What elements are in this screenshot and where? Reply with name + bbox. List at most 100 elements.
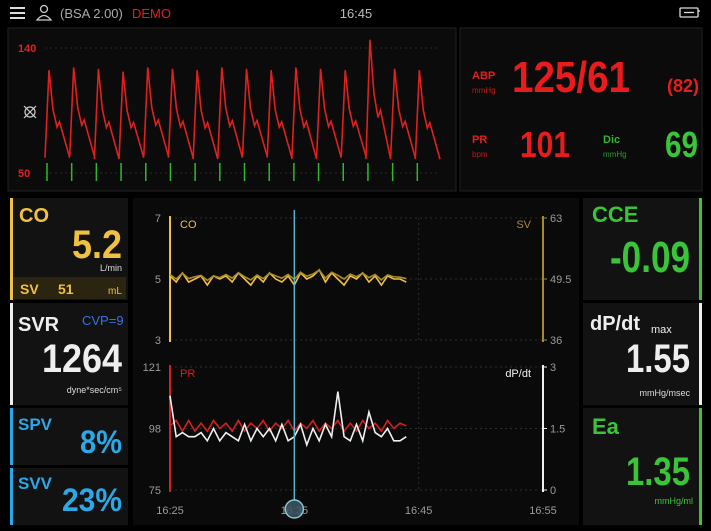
y-tick-label: 5 (155, 274, 161, 286)
trend-panel (133, 198, 579, 525)
alarm-off-icon[interactable] (23, 105, 37, 119)
tile-accent (10, 198, 13, 300)
tile-bg (10, 408, 128, 465)
series-label: SV (516, 219, 531, 231)
pressure-beat (68, 67, 96, 157)
tile-value: 1.35 (626, 450, 690, 494)
pressure-beat (389, 68, 417, 158)
battery-icon (679, 7, 700, 18)
sub-value: 51 (58, 281, 74, 297)
y-tick-label: 7 (155, 213, 161, 225)
x-tick-label: 16:25 (156, 505, 184, 517)
tile-label: Ea (592, 414, 620, 439)
pressure-beat (241, 68, 268, 157)
y2-tick-label: 36 (550, 335, 562, 347)
y2-tick-label: 1.5 (550, 424, 565, 436)
tile-accent (699, 408, 702, 525)
abp-label: ABP (472, 70, 495, 82)
patient-head (39, 4, 49, 14)
dic-unit: mmHg (603, 150, 627, 159)
tile-label: SVR (18, 314, 60, 336)
menu-button[interactable] (10, 7, 25, 19)
pressure-beat (365, 39, 392, 160)
patient-icon[interactable] (35, 4, 53, 21)
tile-accent (699, 198, 702, 300)
tile-accent (10, 468, 13, 525)
waveform-panel (7, 27, 457, 192)
wave-tick-label: 50 (18, 168, 30, 180)
x-tick-label: 16:55 (529, 505, 557, 517)
pressure-beat (192, 70, 219, 160)
y2-tick-label: 3 (550, 362, 556, 374)
clock: 16:45 (340, 6, 373, 21)
ea-tile[interactable]: Ea 1.35 mmHg/ml (583, 408, 702, 525)
pressure-beat (44, 70, 71, 158)
y2-tick-label: 49.5 (550, 274, 571, 286)
tile-bg (10, 468, 128, 525)
y2-tick-label: 0 (550, 485, 556, 497)
tile-bg (583, 198, 702, 300)
y-tick-label: 121 (143, 362, 161, 374)
trend-line (169, 268, 407, 282)
pressure-beat (118, 71, 145, 158)
trend-line (169, 391, 407, 448)
numerics-panel (459, 27, 703, 192)
alarm-cross (23, 105, 37, 119)
x-tick-label: 16:45 (405, 505, 433, 517)
tile-accent (10, 303, 13, 405)
dpdt-tile[interactable]: dP/dt max 1.55 mmHg/msec (583, 303, 702, 405)
cursor-handle[interactable] (284, 499, 305, 519)
tile-label-sub: max (651, 324, 672, 336)
wave-tick-label: 140 (18, 43, 36, 55)
trend-charts: 3 5 7 36 49.5 63 CO SV 75 98 121 0 1.5 3 PR dP/dt 16:25 1… (143, 210, 571, 519)
pressure-beat (93, 68, 120, 160)
svv-tile[interactable]: SVV 23% (10, 468, 128, 525)
tile-unit: dyne*sec/cm⁵ (67, 385, 123, 395)
abp-mean: (82) (667, 76, 699, 96)
pr-label: PR (472, 134, 487, 146)
tile-value: 23% (62, 482, 122, 518)
pressure-beat (266, 70, 293, 158)
tile-value: 5.2 (72, 223, 122, 267)
series-label: dP/dt (505, 368, 531, 380)
pr-value: 101 (520, 124, 570, 165)
sub-label: SV (20, 281, 39, 297)
tile-label: dP/dt (590, 313, 640, 335)
y-tick-label: 75 (149, 485, 161, 497)
tile-label: SPV (18, 415, 53, 434)
tile-label: SVV (18, 474, 53, 493)
sub-row-bg (14, 277, 126, 299)
pressure-beat (340, 70, 367, 157)
co-tile[interactable]: CO 5.2 L/min SV 51 mL (10, 198, 128, 300)
tile-unit: mmHg/msec (639, 388, 690, 398)
cce-tile[interactable]: CCE -0.09 (583, 198, 702, 300)
tile-label: CO (19, 205, 49, 227)
pressure-beat (414, 70, 441, 160)
pressure-beat (217, 67, 244, 158)
tile-bg (10, 303, 128, 405)
series-label: CO (180, 219, 197, 231)
dic-label: Dic (603, 134, 620, 146)
tile-label: CCE (592, 202, 638, 227)
y-tick-label: 3 (155, 335, 161, 347)
tile-value: 1264 (42, 337, 123, 381)
mode: DEMO (132, 6, 171, 21)
waveform: 140 50 (18, 39, 441, 181)
patient-body (35, 14, 53, 21)
tile-unit: mmHg/ml (655, 496, 694, 506)
series-label: PR (180, 368, 195, 380)
tile-unit: L/min (100, 263, 122, 273)
tile-accent (699, 303, 702, 405)
tile-value: -0.09 (610, 233, 690, 282)
svr-tile[interactable]: SVR CVP=9 1264 dyne*sec/cm⁵ (10, 303, 128, 405)
y2-tick-label: 63 (550, 213, 562, 225)
abp-value: 125/61 (512, 53, 630, 102)
tile-extra: CVP=9 (82, 313, 124, 328)
pr-unit: bpm (472, 150, 488, 159)
status-bar: (BSA 2.00) DEMO 16:45 (10, 4, 700, 21)
bsa: (BSA 2.00) (60, 6, 123, 21)
spv-tile[interactable]: SPV 8% (10, 408, 128, 465)
tile-value: 1.55 (626, 337, 690, 381)
dic-value: 69 (665, 124, 698, 165)
